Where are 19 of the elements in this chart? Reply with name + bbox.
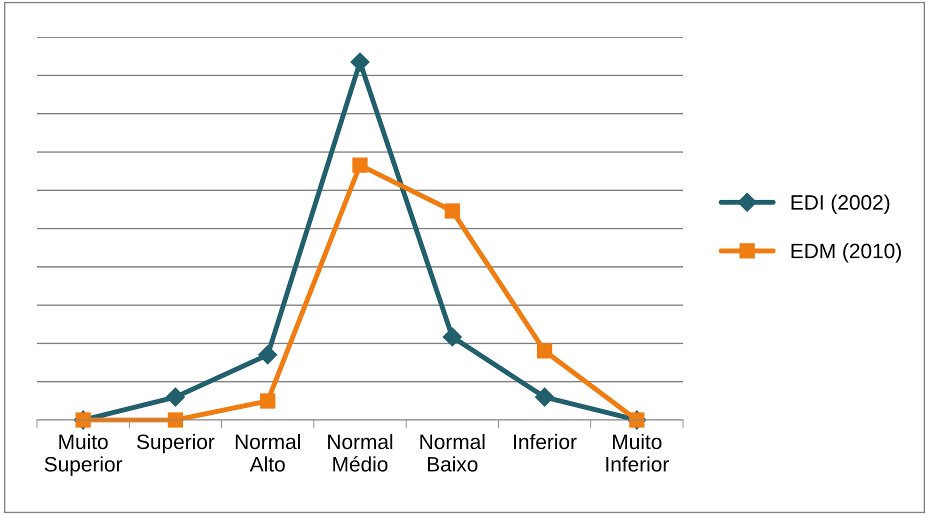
legend-label: EDM (2010) bbox=[792, 243, 901, 262]
point bbox=[260, 393, 276, 409]
x-tick-label: Inferior bbox=[514, 434, 577, 450]
point bbox=[352, 158, 368, 173]
x-tick-label: Normal Baixo bbox=[420, 434, 484, 472]
point bbox=[166, 388, 185, 407]
point bbox=[350, 52, 370, 72]
x-tick-label: Superior bbox=[137, 434, 214, 454]
legend-label: EDI (2002) bbox=[792, 194, 890, 214]
point bbox=[536, 343, 552, 359]
x-tick-label: Normal Alto bbox=[236, 434, 300, 472]
point bbox=[442, 327, 462, 346]
x-tick-label: Muito Inferior bbox=[606, 434, 669, 472]
point bbox=[258, 345, 278, 364]
point bbox=[535, 388, 554, 407]
point bbox=[168, 412, 184, 428]
point bbox=[444, 203, 460, 219]
x-tick-label: Muito Superior bbox=[44, 434, 122, 476]
x-tick-label: Normal Médio bbox=[328, 434, 392, 472]
